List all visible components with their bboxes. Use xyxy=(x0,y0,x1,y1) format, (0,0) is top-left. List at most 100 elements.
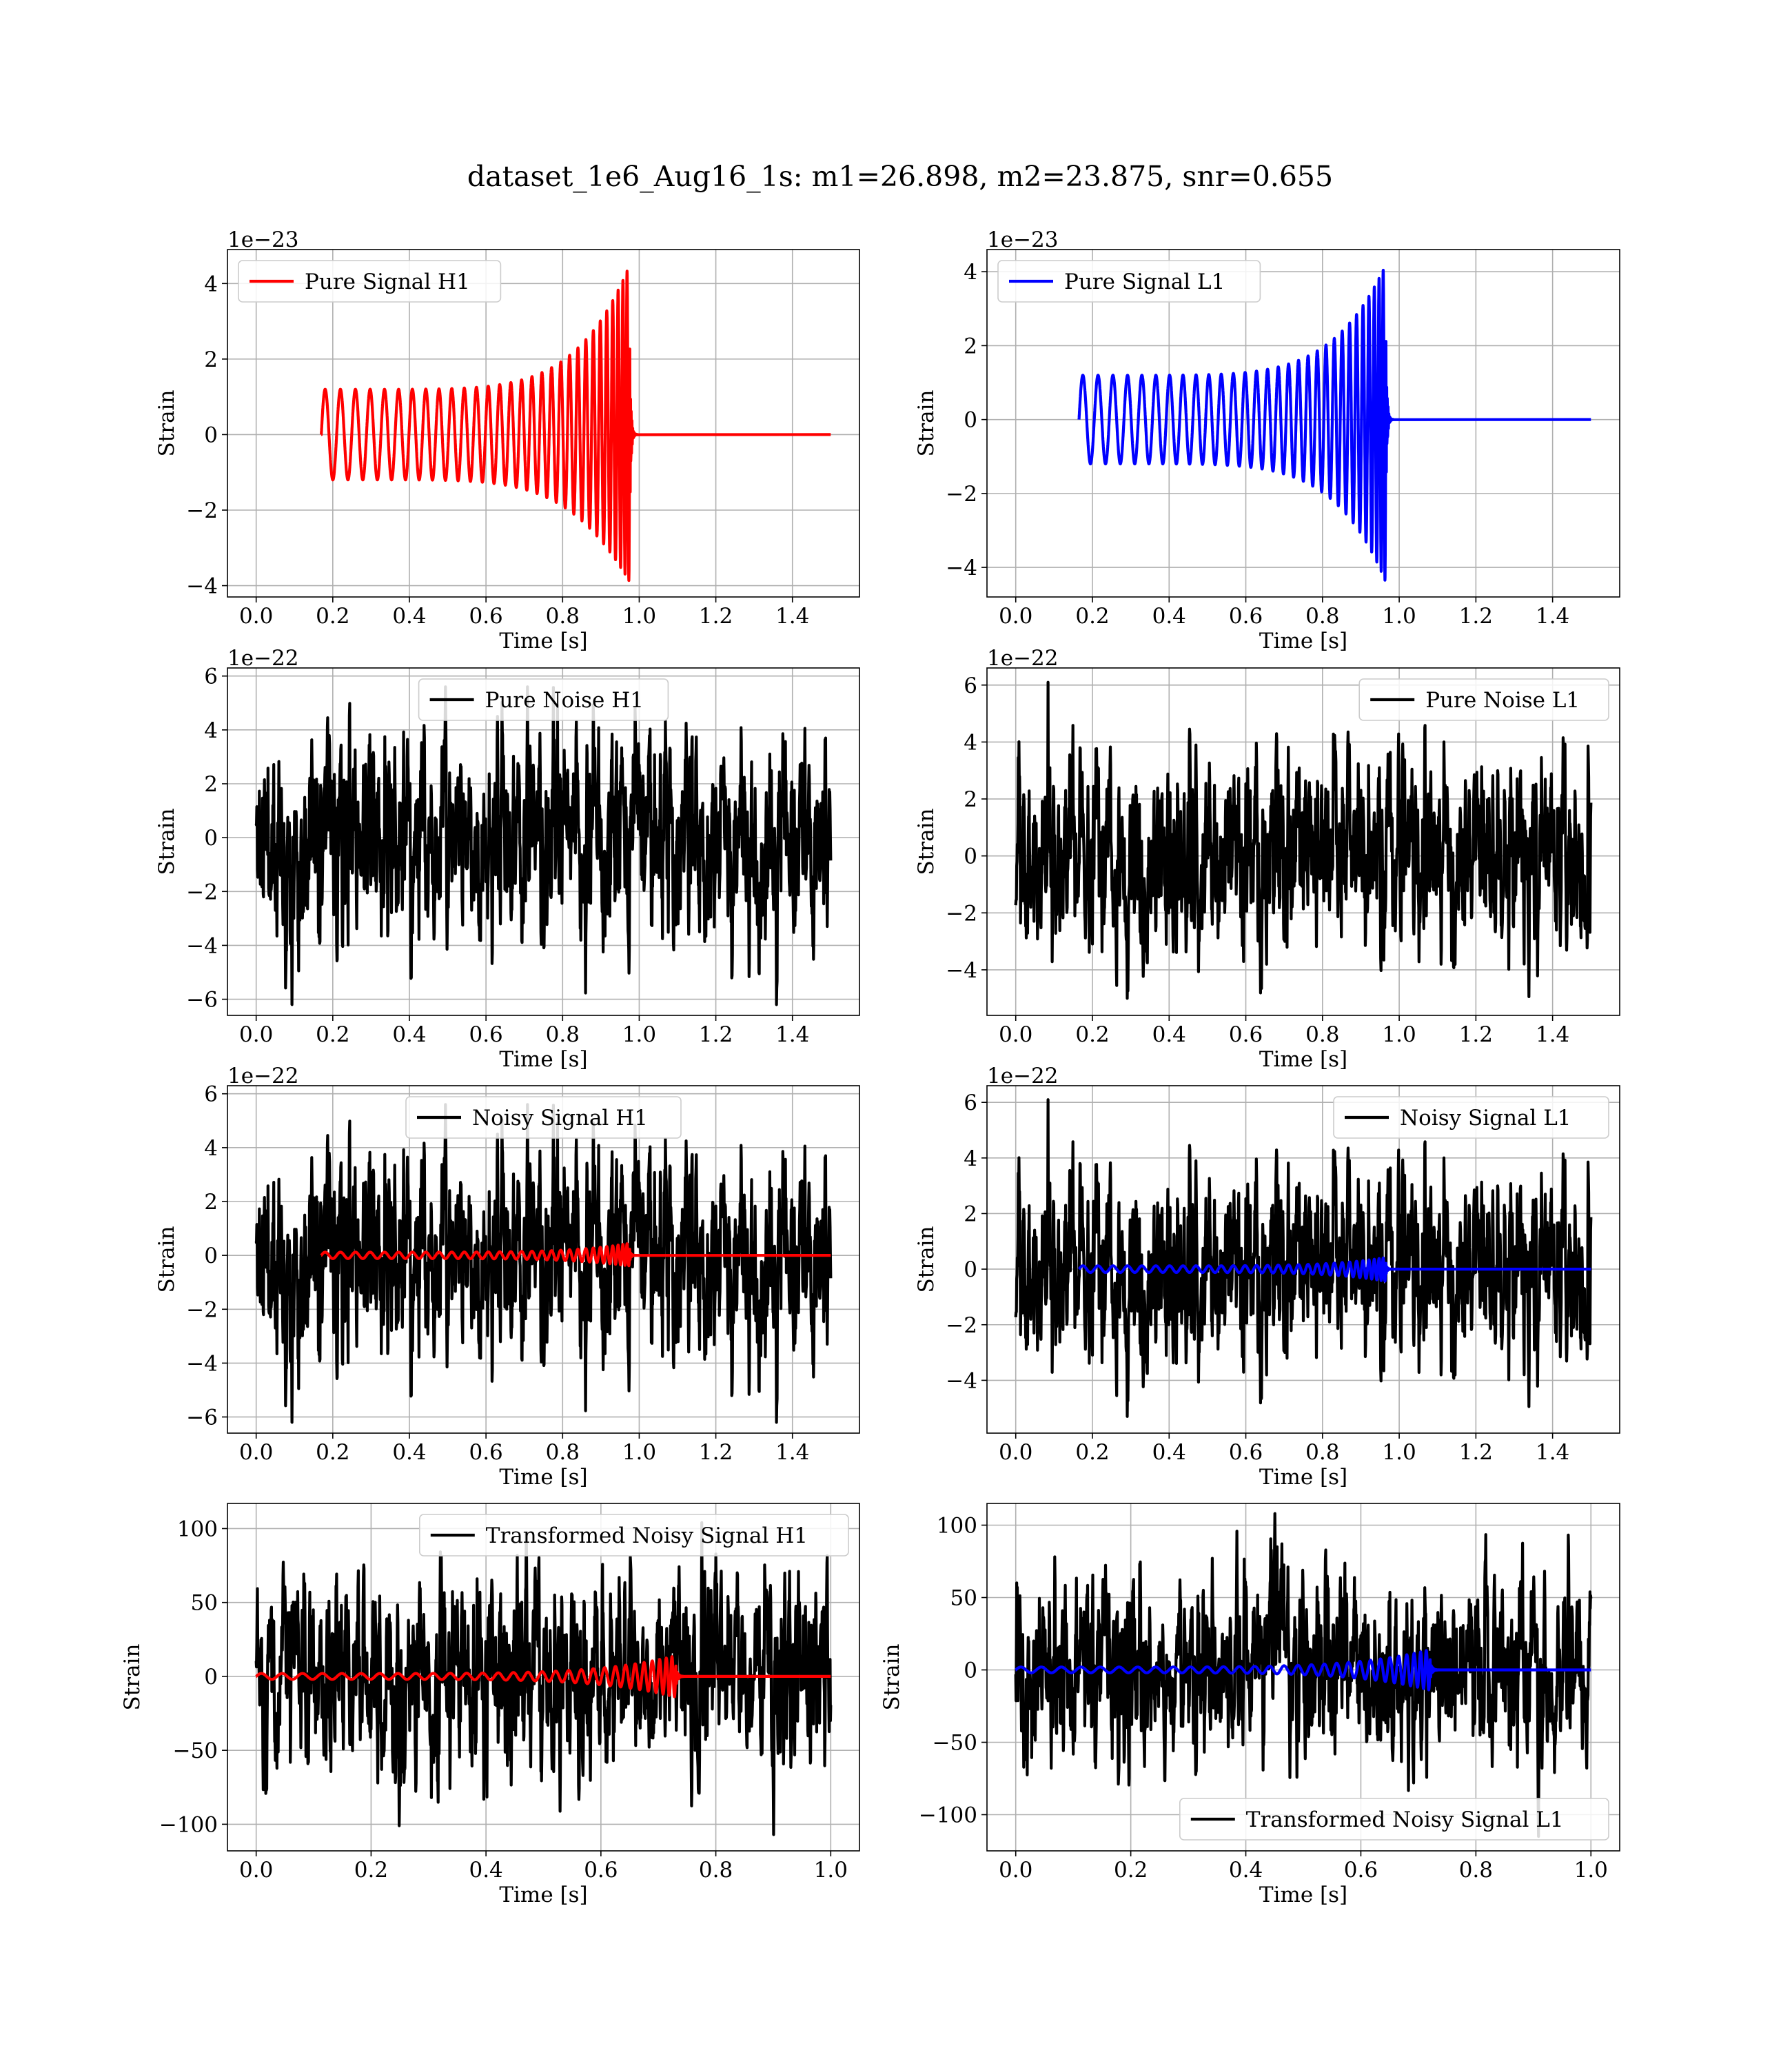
x-tick-label: 0.2 xyxy=(354,1858,388,1883)
x-tick-label: 0.0 xyxy=(999,1022,1032,1047)
y-tick-label: −2 xyxy=(946,482,977,507)
offset-text: 1e−22 xyxy=(227,646,299,671)
legend: Transformed Noisy Signal L1 xyxy=(1179,1798,1609,1841)
y-tick-label: −4 xyxy=(946,556,977,580)
x-tick-label: 0.6 xyxy=(469,1440,502,1465)
pure-noise-h1-line xyxy=(254,685,833,1006)
series-group xyxy=(1077,268,1591,582)
y-tick-label: 0 xyxy=(204,826,218,851)
x-tick-label: 1.0 xyxy=(814,1858,848,1883)
y-tick-label: 2 xyxy=(964,334,977,358)
legend: Noisy Signal L1 xyxy=(1333,1096,1609,1139)
y-tick-label: −50 xyxy=(933,1731,977,1756)
y-tick-label: −2 xyxy=(186,498,218,523)
y-tick-label: −6 xyxy=(186,1406,218,1430)
x-tick-label: 1.0 xyxy=(1382,1022,1416,1047)
y-tick-label: −4 xyxy=(186,574,218,599)
x-axis-label: Time [s] xyxy=(1259,629,1347,653)
x-tick-label: 0.8 xyxy=(1305,1022,1339,1047)
y-tick-label: −4 xyxy=(186,933,218,958)
y-axis-label: Strain xyxy=(914,390,939,457)
legend-label: Transformed Noisy Signal L1 xyxy=(1246,1807,1564,1832)
offset-text: 1e−23 xyxy=(227,227,299,252)
x-tick-label: 0.0 xyxy=(999,1440,1032,1465)
x-tick-label: 0.4 xyxy=(1229,1858,1263,1883)
x-tick-label: 0.0 xyxy=(999,1858,1032,1883)
noisy-signal-l1-overlay-line xyxy=(1077,1256,1591,1283)
y-tick-label: 4 xyxy=(964,1146,977,1171)
y-tick-label: 4 xyxy=(964,260,977,285)
series-group xyxy=(320,270,831,582)
axes-frame xyxy=(227,667,860,1016)
x-tick-label: 0.0 xyxy=(999,604,1032,629)
x-tick-label: 1.2 xyxy=(699,1440,733,1465)
x-tick-label: 1.0 xyxy=(622,604,656,629)
legend: Pure Noise H1 xyxy=(418,678,669,721)
y-tick-label: −4 xyxy=(946,958,977,983)
legend-label: Pure Noise H1 xyxy=(485,688,644,713)
x-tick-label: 1.4 xyxy=(775,1440,809,1465)
offset-text: 1e−22 xyxy=(227,1064,299,1088)
y-axis-label: Strain xyxy=(914,809,939,875)
legend-frame xyxy=(1179,1798,1609,1841)
pure-signal-h1-axes: 0.0 0.2 0.4 0.6 0.8 1.0 1.2 1.4 −4 −2 0 2 4 Time [s] S… xyxy=(154,227,860,653)
series-group xyxy=(1014,1512,1593,1838)
offset-text: 1e−22 xyxy=(987,1064,1059,1088)
offset-text: 1e−22 xyxy=(987,646,1059,671)
noisy-signal-l1-axes: 0.0 0.2 0.4 0.6 0.8 1.0 1.2 1.4 −4 −2 0 2 4 6 Time [s]… xyxy=(914,1064,1620,1490)
x-tick-label: 0.2 xyxy=(1114,1858,1148,1883)
x-axis-label: Time [s] xyxy=(1259,1883,1347,1907)
x-tick-label: 0.6 xyxy=(1229,1022,1263,1047)
series-group xyxy=(1014,680,1593,1000)
y-tick-label: 100 xyxy=(937,1514,977,1539)
x-tick-label: 0.4 xyxy=(392,1022,426,1047)
x-tick-label: 0.4 xyxy=(1152,604,1186,629)
x-tick-label: 0.4 xyxy=(469,1858,502,1883)
x-axis-label: Time [s] xyxy=(499,1465,587,1490)
x-tick-label: 0.8 xyxy=(1459,1858,1493,1883)
x-tick-label: 1.4 xyxy=(1536,604,1569,629)
y-axis-label: Strain xyxy=(914,1226,939,1293)
x-tick-label: 0.0 xyxy=(239,1022,273,1047)
x-tick-label: 1.2 xyxy=(1459,1440,1493,1465)
transformed-noisy-signal-l1-line xyxy=(1014,1512,1593,1838)
pure-signal-l1-axes: 0.0 0.2 0.4 0.6 0.8 1.0 1.2 1.4 −4 −2 0 2 4 Time [s] S… xyxy=(914,227,1620,653)
legend: Transformed Noisy Signal H1 xyxy=(418,1514,849,1557)
x-tick-label: 1.0 xyxy=(622,1440,656,1465)
x-tick-label: 0.2 xyxy=(316,1440,349,1465)
x-tick-label: 0.2 xyxy=(1075,1022,1109,1047)
y-tick-label: −2 xyxy=(186,1297,218,1322)
y-tick-label: 0 xyxy=(204,1244,218,1268)
series-group xyxy=(254,1103,833,1424)
y-tick-label: 2 xyxy=(204,772,218,797)
legend: Pure Signal H1 xyxy=(238,260,502,303)
x-tick-label: 0.2 xyxy=(316,1022,349,1047)
offset-text: 1e−23 xyxy=(987,227,1059,252)
x-tick-label: 1.0 xyxy=(1382,1440,1416,1465)
legend-frame xyxy=(418,1514,849,1557)
transformed-noisy-signal-l1-axes: 0.0 0.2 0.4 0.6 0.8 1.0 −100 −50 0 50 100 Time [s] S… xyxy=(879,1503,1620,1907)
x-tick-label: 0.6 xyxy=(469,604,502,629)
y-tick-label: 6 xyxy=(204,1082,218,1107)
noisy-signal-h1-axes: 0.0 0.2 0.4 0.6 0.8 1.0 1.2 1.4 −6 −4 −2 0 2 4 6 Time [… xyxy=(154,1064,860,1490)
y-tick-label: −50 xyxy=(173,1738,218,1763)
x-tick-label: 1.4 xyxy=(1536,1440,1569,1465)
x-tick-label: 0.6 xyxy=(584,1858,618,1883)
x-tick-label: 0.2 xyxy=(1075,1440,1109,1465)
axes-frame xyxy=(986,1503,1620,1852)
x-tick-label: 0.8 xyxy=(546,604,580,629)
figure-title: dataset_1e6_Aug16_1s: m1=26.898, m2=23.8… xyxy=(467,160,1333,193)
x-tick-label: 0.0 xyxy=(239,1440,273,1465)
y-axis-label: Strain xyxy=(120,1644,145,1711)
x-tick-label: 0.6 xyxy=(469,1022,502,1047)
y-tick-label: 0 xyxy=(204,1665,218,1690)
x-tick-label: 0.2 xyxy=(316,604,349,629)
y-tick-label: 6 xyxy=(964,1091,977,1115)
x-tick-label: 0.4 xyxy=(392,1440,426,1465)
noisy-signal-h1-overlay-line xyxy=(320,1242,831,1268)
x-tick-label: 0.0 xyxy=(239,1858,273,1883)
y-tick-label: −4 xyxy=(186,1351,218,1376)
legend-label: Transformed Noisy Signal H1 xyxy=(486,1523,808,1548)
x-tick-label: 0.8 xyxy=(546,1440,580,1465)
